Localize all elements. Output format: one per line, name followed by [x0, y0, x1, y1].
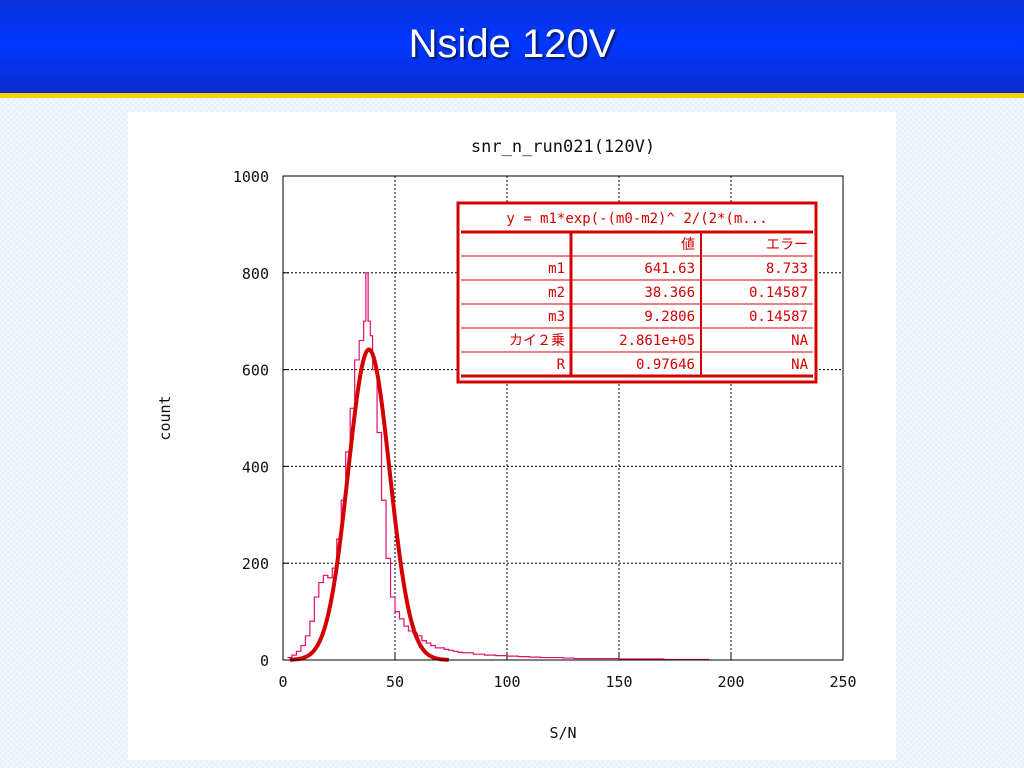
x-axis-label: S/N	[549, 724, 576, 742]
fit-table-cell: カイ２乗	[509, 333, 565, 349]
histogram-series	[287, 272, 710, 661]
y-tick-label: 1000	[233, 168, 269, 186]
y-tick-label: 800	[242, 265, 269, 283]
chart-svg: snr_n_run021(120V) 0 50 100 150 200 250 0 200 40…	[156, 137, 857, 742]
slide-header: Nside 120V	[0, 0, 1024, 98]
fit-table-cell: 38.366	[644, 285, 695, 301]
fit-table-cell: 2.861e+05	[619, 333, 695, 349]
y-tick-label: 200	[242, 555, 269, 573]
y-tick-label: 600	[242, 362, 269, 380]
fit-table-cell: m3	[548, 309, 565, 325]
fit-formula: y = m1*exp(-(m0-m2)^ 2/(2*(m...	[506, 211, 767, 227]
fit-table-cell: m2	[548, 285, 565, 301]
chart-title: snr_n_run021(120V)	[471, 137, 655, 157]
x-tick-label: 50	[386, 673, 404, 691]
fit-table-cell: 641.63	[644, 261, 695, 277]
y-tick-label: 0	[260, 652, 269, 670]
x-tick-label: 0	[278, 673, 287, 691]
x-tick-label: 250	[829, 673, 856, 691]
chart-panel: snr_n_run021(120V) 0 50 100 150 200 250 0 200 40…	[128, 112, 896, 760]
fit-table-cell: 9.2806	[644, 309, 695, 325]
fit-table-cell: 8.733	[766, 261, 808, 277]
fit-table-cell: 0.97646	[636, 357, 695, 373]
slide-title: Nside 120V	[408, 22, 616, 66]
fit-table-cell: NA	[791, 357, 808, 373]
fit-table-header: 値	[681, 237, 695, 253]
fit-table-cell: 0.14587	[749, 309, 808, 325]
chart-series	[287, 272, 710, 662]
fit-table-cell: 0.14587	[749, 285, 808, 301]
x-tick-label: 200	[717, 673, 744, 691]
fit-table-cell: R	[557, 357, 566, 373]
x-tick-label: 100	[493, 673, 520, 691]
fit-results-table: y = m1*exp(-(m0-m2)^ 2/(2*(m... 値 エラー m1 641…	[456, 201, 818, 384]
y-tick-label: 400	[242, 458, 269, 476]
fit-table-header: エラー	[766, 237, 808, 253]
gaussian-fit-curve	[288, 347, 450, 662]
fit-table-cell: m1	[548, 261, 565, 277]
axis-ticks: 0 50 100 150 200 250 0 200 400 600 800 1000	[233, 168, 857, 691]
plot-frame	[282, 175, 844, 661]
y-axis-label: count	[156, 395, 174, 440]
x-tick-label: 150	[605, 673, 632, 691]
fit-table-cell: NA	[791, 333, 808, 349]
